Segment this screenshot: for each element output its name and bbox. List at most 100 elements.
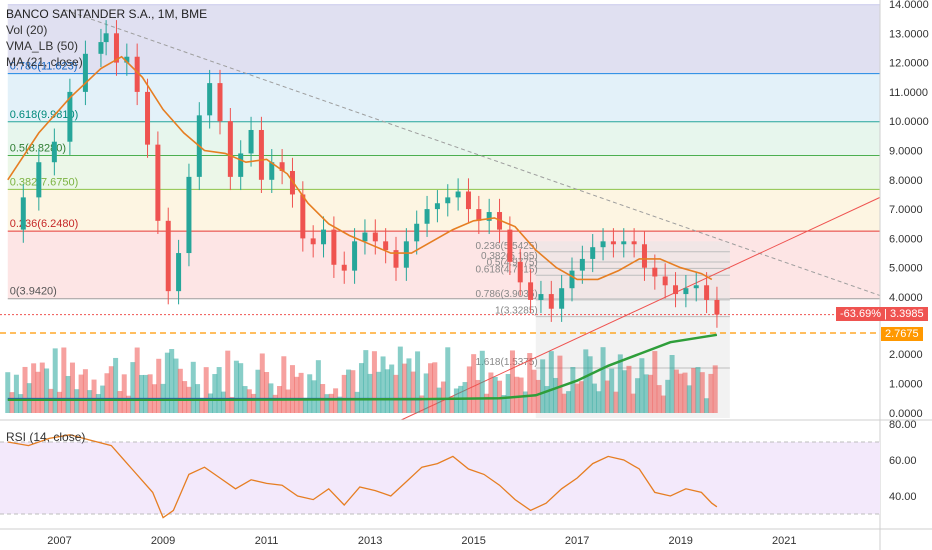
volume-bar — [177, 368, 183, 413]
volume-bar — [578, 381, 584, 413]
candle-body — [98, 42, 104, 54]
volume-bar — [147, 374, 153, 413]
candle-body — [538, 294, 544, 300]
vol-indicator-label[interactable]: Vol (20) — [6, 23, 48, 37]
candle-body — [517, 261, 523, 283]
volume-axis-tick: 1.0000 — [889, 379, 923, 391]
price-axis-tick: 11.0000 — [889, 87, 928, 99]
volume-axis-tick: 0.0000 — [889, 408, 923, 420]
time-axis-tick: 2015 — [461, 535, 485, 547]
volume-bar — [156, 358, 162, 413]
candle-body — [476, 209, 482, 221]
volume-bar — [397, 346, 403, 413]
volume-bar — [596, 391, 602, 413]
fib-band — [7, 189, 880, 232]
volume-bar — [626, 365, 632, 413]
change-badge: -63.69% | 3.3985 — [836, 307, 928, 321]
volume-bar — [117, 391, 123, 413]
candle-body — [176, 253, 182, 292]
volume-bar — [281, 356, 287, 413]
candle-body — [455, 191, 461, 198]
candle-body — [445, 197, 451, 204]
volume-bar — [104, 373, 110, 413]
volume-bar — [686, 385, 692, 413]
candle-body — [652, 267, 658, 277]
volume-bar — [682, 372, 688, 413]
volume-bar — [44, 368, 50, 413]
volume-bar — [173, 358, 179, 413]
time-axis-tick: 2013 — [358, 535, 382, 547]
volume-bar — [423, 373, 429, 413]
volume-bar — [544, 386, 550, 413]
volume-bar — [108, 366, 114, 413]
rsi-indicator-label[interactable]: RSI (14, close) — [6, 430, 86, 444]
symbol-title[interactable]: BANCO SANTANDER S.A., 1M, BME — [6, 7, 208, 21]
candle-body — [36, 162, 42, 198]
volume-bar — [363, 350, 369, 413]
candle-body — [331, 229, 337, 265]
price-axis-tick: 7.0000 — [889, 204, 923, 216]
volume-bar — [673, 369, 679, 413]
candle-body — [569, 270, 575, 289]
price-axis-tick: 10.0000 — [889, 116, 929, 128]
candle-body — [559, 288, 565, 309]
time-axis-tick: 2019 — [668, 535, 692, 547]
volume-bar — [699, 372, 705, 413]
candle-body — [248, 129, 254, 154]
volume-bar — [285, 389, 291, 413]
volume-bar — [315, 360, 321, 413]
candle-body — [67, 91, 73, 142]
volume-bar — [656, 385, 662, 413]
volume-bar — [695, 367, 701, 413]
candle-body — [662, 276, 668, 286]
candle-body — [352, 241, 358, 271]
fib-level-label: 0.618(9.9810) — [10, 109, 79, 121]
volume-bar — [350, 370, 356, 413]
candle-body — [279, 162, 285, 172]
price-axis-tick: 5.0000 — [889, 263, 923, 275]
ma-indicator-label[interactable]: MA (21, close) — [6, 55, 83, 69]
candle-body — [714, 299, 720, 315]
candle-body — [113, 33, 119, 63]
candle-body — [155, 144, 161, 221]
volume-bar — [436, 387, 442, 413]
volume-bar — [566, 391, 572, 413]
volume-bar — [298, 372, 304, 413]
vma-indicator-label[interactable]: VMA_LB (50) — [6, 39, 79, 53]
candle-body — [362, 232, 368, 242]
volume-bar — [445, 347, 451, 413]
candle-body — [124, 56, 130, 63]
volume-bar — [660, 395, 666, 413]
volume-bar — [648, 374, 654, 413]
rsi-axis-tick: 80.00 — [889, 419, 917, 431]
volume-bar — [69, 362, 75, 413]
candle-body — [103, 33, 109, 43]
fib2-level-label: 1(3.3285) — [495, 306, 538, 317]
price-axis-tick: 14.0000 — [889, 0, 929, 11]
volume-bar — [535, 379, 541, 413]
fib-level-label: 0.382(7.6750) — [10, 176, 79, 188]
volume-bar — [531, 369, 537, 413]
volume-bar — [354, 391, 360, 413]
volume-bar — [143, 374, 149, 413]
volume-bar — [82, 369, 88, 413]
volume-bar — [557, 355, 563, 413]
volume-bar — [604, 380, 610, 413]
level-value: 2.7675 — [885, 328, 919, 340]
volume-bar — [432, 362, 438, 413]
volume-bar — [246, 389, 252, 413]
candle-body — [403, 241, 409, 268]
volume-bar — [402, 363, 408, 413]
volume-bar — [410, 371, 416, 413]
volume-bar — [570, 367, 576, 413]
fib-level-label: 0.786(11.623) — [10, 61, 78, 73]
volume-bar — [121, 374, 127, 413]
time-axis-tick: 2011 — [255, 535, 279, 547]
candle-body — [258, 129, 264, 180]
volume-bar — [212, 374, 218, 413]
volume-bar — [613, 391, 619, 413]
volume-bar — [91, 379, 97, 413]
rsi-band — [0, 442, 880, 514]
volume-bar — [341, 374, 347, 413]
